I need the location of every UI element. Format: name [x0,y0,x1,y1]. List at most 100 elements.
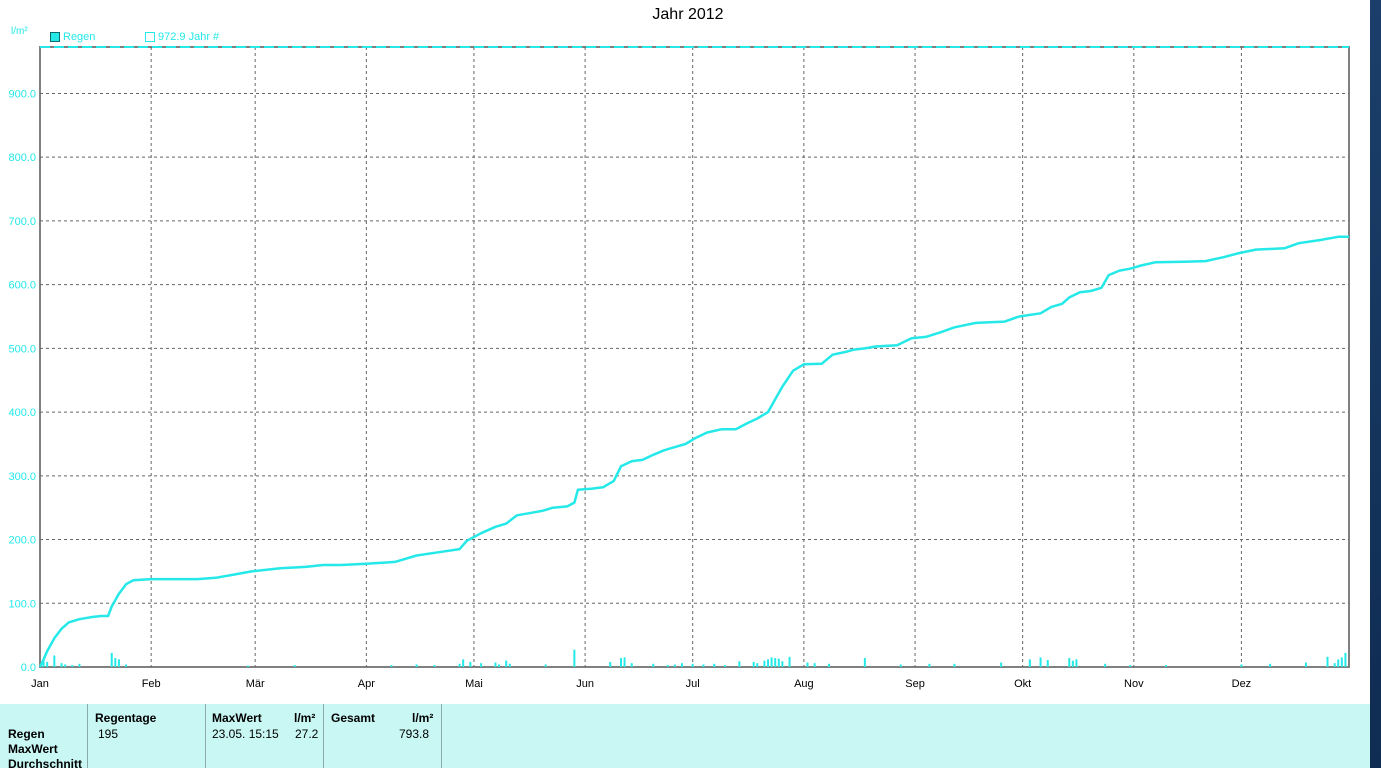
daily-rain-bar [827,663,830,667]
daily-rain-bar [652,663,655,667]
y-tick-label: 600.0 [8,280,36,292]
daily-rain-bar [1304,662,1307,667]
daily-rain-bar [630,663,633,667]
daily-rain-bar [1344,652,1347,667]
x-tick-label: Apr [358,678,375,690]
x-tick-label: Aug [794,678,814,690]
daily-rain-bar [813,663,816,667]
rain-chart: 0.0 100.0 200.0 300.0 400.0 500.0 600.0 700.0 80… [8,46,1350,690]
daily-rain-bar [666,665,669,667]
daily-rain-bar [691,663,694,667]
y-unit-label: l/m² [11,26,28,37]
daily-rain-bar [777,658,780,667]
daily-rain-bar [71,665,74,667]
daily-rain-bar [928,663,931,667]
daily-rain-bar [60,663,63,667]
column-divider [205,704,206,768]
column-divider [87,704,88,768]
x-tick-label: Nov [1124,678,1144,690]
daily-rain-bar [863,658,866,667]
column-divider [323,704,324,768]
daily-rain-bar [544,664,547,667]
chart-title: Jahr 2012 [652,6,724,23]
daily-rain-bar [1071,660,1074,667]
daily-rain-bar [752,661,755,667]
gesamt-header: Gesamt [331,711,376,725]
y-tick-label: 300.0 [8,471,36,483]
daily-rain-bar [498,664,501,667]
daily-rain-bar [623,657,626,667]
daily-rain-bar [1000,662,1003,667]
daily-rain-bar [458,663,461,667]
y-tick-label: 0.0 [21,662,36,674]
daily-rain-bar [1039,657,1042,667]
daily-rain-bar [415,664,418,667]
maxwert-unit: l/m² [294,711,316,725]
daily-rain-bar [1165,665,1168,667]
daily-rain-bar [619,658,622,667]
x-tick-label: Jun [576,678,594,690]
daily-rain-bar [702,664,705,667]
daily-rain-bar [125,664,128,667]
daily-rain-bar [806,662,809,667]
daily-rain-bar [1326,656,1329,667]
x-tick-label: Mai [465,678,483,690]
daily-rain-bar [1028,659,1031,667]
legend-reference-label: 972.9 Jahr # [158,31,220,43]
x-tick-label: Sep [905,678,925,690]
daily-rain-bar [480,663,483,667]
daily-rain-bar [505,660,508,667]
daily-rain-bar [1337,659,1340,667]
daily-rain-bar [1340,657,1343,667]
daily-rain-bar [953,663,956,667]
daily-rain-bar [390,665,393,667]
stats-panel: Regen MaxWert Durchschnitt Regentage 195… [0,704,1370,771]
daily-rain-bar [110,652,113,667]
daily-rain-bar [609,661,612,667]
daily-rain-bar [64,664,67,667]
daily-rain-bar [1075,659,1078,667]
daily-rain-bar [1068,658,1071,667]
cumulative-rain-line [38,235,1349,668]
daily-rain-bar [1104,663,1107,667]
daily-rain-bar [53,655,56,667]
daily-rain-bar [114,658,117,667]
daily-rain-bar [293,665,296,667]
y-tick-label: 400.0 [8,407,36,419]
daily-rain-bar [1269,663,1272,667]
maxwert-date: 23.05. 15:15 [212,727,279,741]
y-tick-label: 700.0 [8,216,36,228]
daily-rain-bar [738,661,741,667]
x-tick-label: Mär [246,678,265,690]
x-tick-label: Jul [686,678,700,690]
daily-rain-bar [781,661,784,667]
y-tick-label: 100.0 [8,598,36,610]
plot-area [39,46,1350,668]
daily-rain-bar [713,663,716,667]
regentage-value: 195 [98,727,119,741]
x-tick-label: Okt [1014,678,1031,690]
daily-rain-bar [899,664,902,667]
row-label-regen: Regen [8,727,45,741]
row-label-maxwert: MaxWert [8,742,58,756]
gesamt-value: 793.8 [399,727,430,741]
row-label-durchschnitt: Durchschnitt [8,757,83,771]
daily-rain-bar [46,661,49,667]
daily-rain-bar [756,663,759,667]
daily-rain-bar [462,659,465,667]
daily-rain-bar [680,663,683,667]
legend-swatch-empty-icon [145,32,155,42]
daily-rain-bar [723,665,726,667]
gesamt-unit: l/m² [412,711,434,725]
y-tick-label: 500.0 [8,343,36,355]
daily-rain-bar [763,660,766,667]
legend-swatch-filled-icon [50,32,60,42]
daily-rain-bar [247,665,250,667]
daily-rain-bar [42,659,45,667]
daily-rain-bar [433,665,436,667]
window-edge [1370,0,1381,768]
daily-rain-bar [78,663,81,667]
y-tick-label: 200.0 [8,535,36,547]
daily-rain-bar [770,657,773,667]
legend-regen: Regen [50,31,95,43]
